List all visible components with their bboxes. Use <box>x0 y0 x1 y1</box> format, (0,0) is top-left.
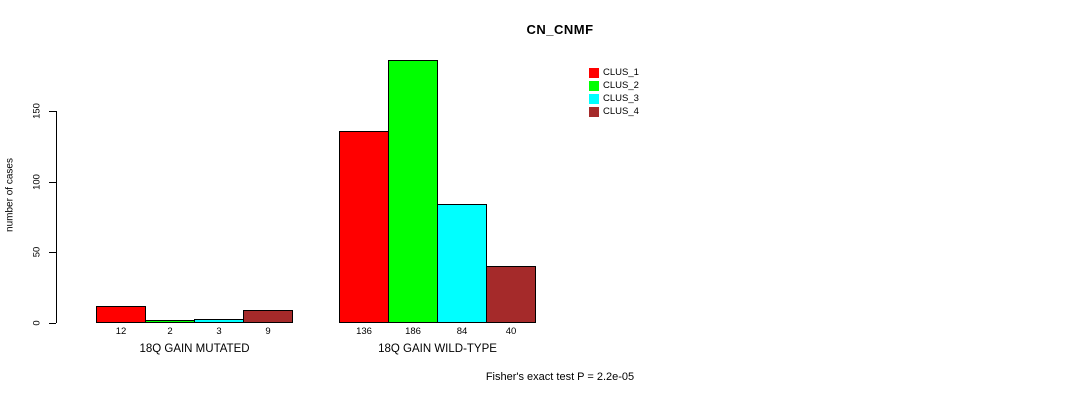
y-tick <box>49 323 56 324</box>
y-tick-label: 50 <box>31 247 43 258</box>
legend-item-clus_4: CLUS_4 <box>589 105 639 118</box>
bar-clus_1-group2 <box>339 130 389 323</box>
legend-swatch-clus_2 <box>589 80 599 91</box>
bar-value-label: 84 <box>456 326 468 337</box>
bar-value-label: 9 <box>265 326 271 337</box>
legend-label: CLUS_3 <box>603 93 639 104</box>
y-axis-line <box>56 111 57 323</box>
y-tick-label: 100 <box>31 173 43 190</box>
legend-label: CLUS_4 <box>603 106 639 117</box>
y-tick-label: 0 <box>31 320 43 326</box>
x-group-label: 18Q GAIN WILD-TYPE <box>378 343 497 355</box>
bar-clus_3-group1 <box>194 318 244 323</box>
bar-value-label: 136 <box>356 326 372 337</box>
bar-clus_4-group1 <box>243 310 293 323</box>
bar-clus_2-group2 <box>388 60 438 323</box>
y-tick <box>49 181 56 183</box>
y-tick <box>49 111 56 112</box>
bar-value-label: 2 <box>167 326 173 337</box>
bar-value-label: 12 <box>115 326 127 337</box>
x-group-label: 18Q GAIN MUTATED <box>139 343 250 355</box>
legend-item-clus_2: CLUS_2 <box>589 79 639 92</box>
legend: CLUS_1 CLUS_2 CLUS_3 CLUS_4 <box>589 66 639 118</box>
legend-swatch-clus_3 <box>589 93 599 104</box>
bar-clus_2-group1 <box>145 320 195 323</box>
legend-swatch-clus_4 <box>589 106 599 117</box>
bar-clus_3-group2 <box>437 204 487 323</box>
legend-swatch-clus_1 <box>589 67 599 78</box>
bar-clus_1-group1 <box>96 306 146 323</box>
bar-value-label: 3 <box>216 326 222 337</box>
legend-item-clus_1: CLUS_1 <box>589 66 639 79</box>
bar-value-label: 186 <box>405 326 421 337</box>
y-axis-label: number of cases <box>4 158 16 232</box>
y-tick-label: 150 <box>31 103 43 119</box>
legend-item-clus_3: CLUS_3 <box>589 92 639 105</box>
legend-label: CLUS_2 <box>603 80 639 91</box>
bar-clus_4-group2 <box>486 266 536 323</box>
y-tick <box>49 252 56 254</box>
legend-label: CLUS_1 <box>603 67 639 78</box>
fisher-test-annotation: Fisher's exact test P = 2.2e-05 <box>485 371 635 383</box>
chart-title: CN_CNMF <box>526 22 594 37</box>
bar-value-label: 40 <box>505 326 517 337</box>
